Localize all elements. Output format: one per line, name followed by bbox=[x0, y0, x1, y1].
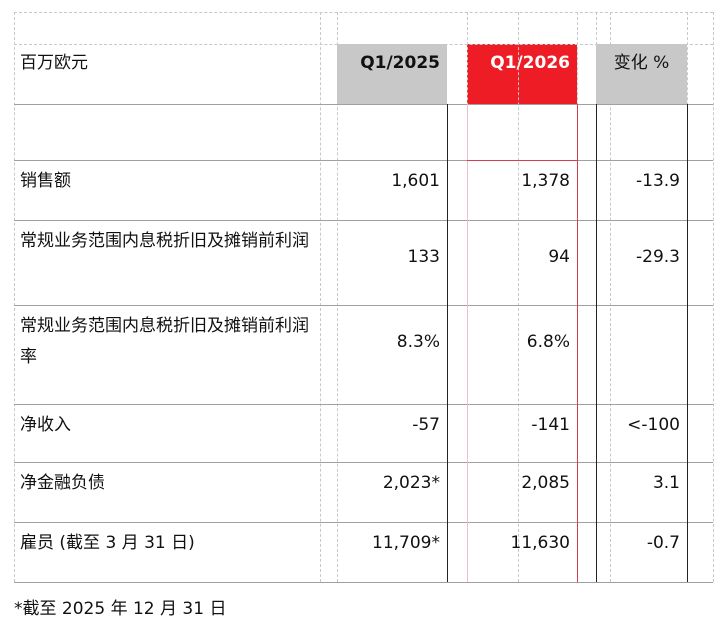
row-line bbox=[14, 160, 713, 161]
column-line bbox=[577, 104, 578, 582]
cell-value: 2,023* bbox=[382, 473, 440, 493]
column-line bbox=[467, 104, 468, 582]
cell-value: 1,378 bbox=[521, 171, 570, 191]
header-bg bbox=[337, 44, 447, 104]
cell-value: -57 bbox=[412, 415, 440, 435]
row-label: 雇员 (截至 3 月 31 日) bbox=[20, 533, 195, 553]
row-label: 常规业务范围内息税折旧及摊销前利润 bbox=[20, 231, 309, 251]
column-line bbox=[467, 160, 577, 161]
column-line bbox=[447, 104, 448, 582]
column-header: 变化 % bbox=[613, 53, 670, 73]
column-line bbox=[687, 104, 688, 582]
row-label: 常规业务范围内息税折旧及摊销前利润率 bbox=[20, 316, 309, 367]
row-label: 销售额 bbox=[20, 171, 71, 191]
header-bg bbox=[596, 44, 687, 104]
cell-value: -13.9 bbox=[636, 171, 680, 191]
unit-label: 百万欧元 bbox=[20, 53, 88, 73]
column-header: Q1/2025 bbox=[360, 53, 440, 73]
row-line bbox=[14, 522, 713, 523]
cell-value: 2,085 bbox=[521, 473, 570, 493]
cell-value: 6.8% bbox=[526, 331, 570, 352]
guide bbox=[713, 12, 714, 582]
row-line bbox=[14, 104, 713, 105]
cell-value: 8.3% bbox=[396, 331, 440, 352]
cell-value: 94 bbox=[548, 246, 570, 267]
cell-value: -141 bbox=[531, 415, 570, 435]
header-bg bbox=[467, 44, 577, 104]
guide bbox=[14, 12, 15, 582]
guide bbox=[14, 12, 713, 13]
row-line bbox=[14, 404, 713, 405]
cell-value: <-100 bbox=[627, 415, 680, 435]
guide bbox=[518, 12, 519, 582]
column-line bbox=[596, 104, 597, 582]
row-label: 净收入 bbox=[20, 415, 71, 435]
row-line bbox=[14, 582, 713, 583]
row-line bbox=[14, 462, 713, 463]
guide bbox=[610, 12, 611, 582]
cell-value: 3.1 bbox=[652, 473, 680, 493]
cell-value: 1,601 bbox=[391, 171, 440, 191]
row-label: 净金融负债 bbox=[20, 473, 105, 493]
cell-value: 11,709* bbox=[372, 533, 440, 553]
row-line bbox=[14, 305, 713, 306]
cell-value: -29.3 bbox=[636, 246, 680, 267]
guide bbox=[337, 12, 338, 582]
cell-value: 11,630 bbox=[510, 533, 570, 553]
guide bbox=[320, 12, 321, 582]
column-header: Q1/2026 bbox=[490, 53, 570, 73]
guide bbox=[14, 44, 713, 45]
cell-value: -0.7 bbox=[646, 533, 680, 553]
footnote: *截至 2025 年 12 月 31 日 bbox=[14, 599, 227, 619]
cell-value: 133 bbox=[407, 246, 440, 267]
row-line bbox=[14, 220, 713, 221]
